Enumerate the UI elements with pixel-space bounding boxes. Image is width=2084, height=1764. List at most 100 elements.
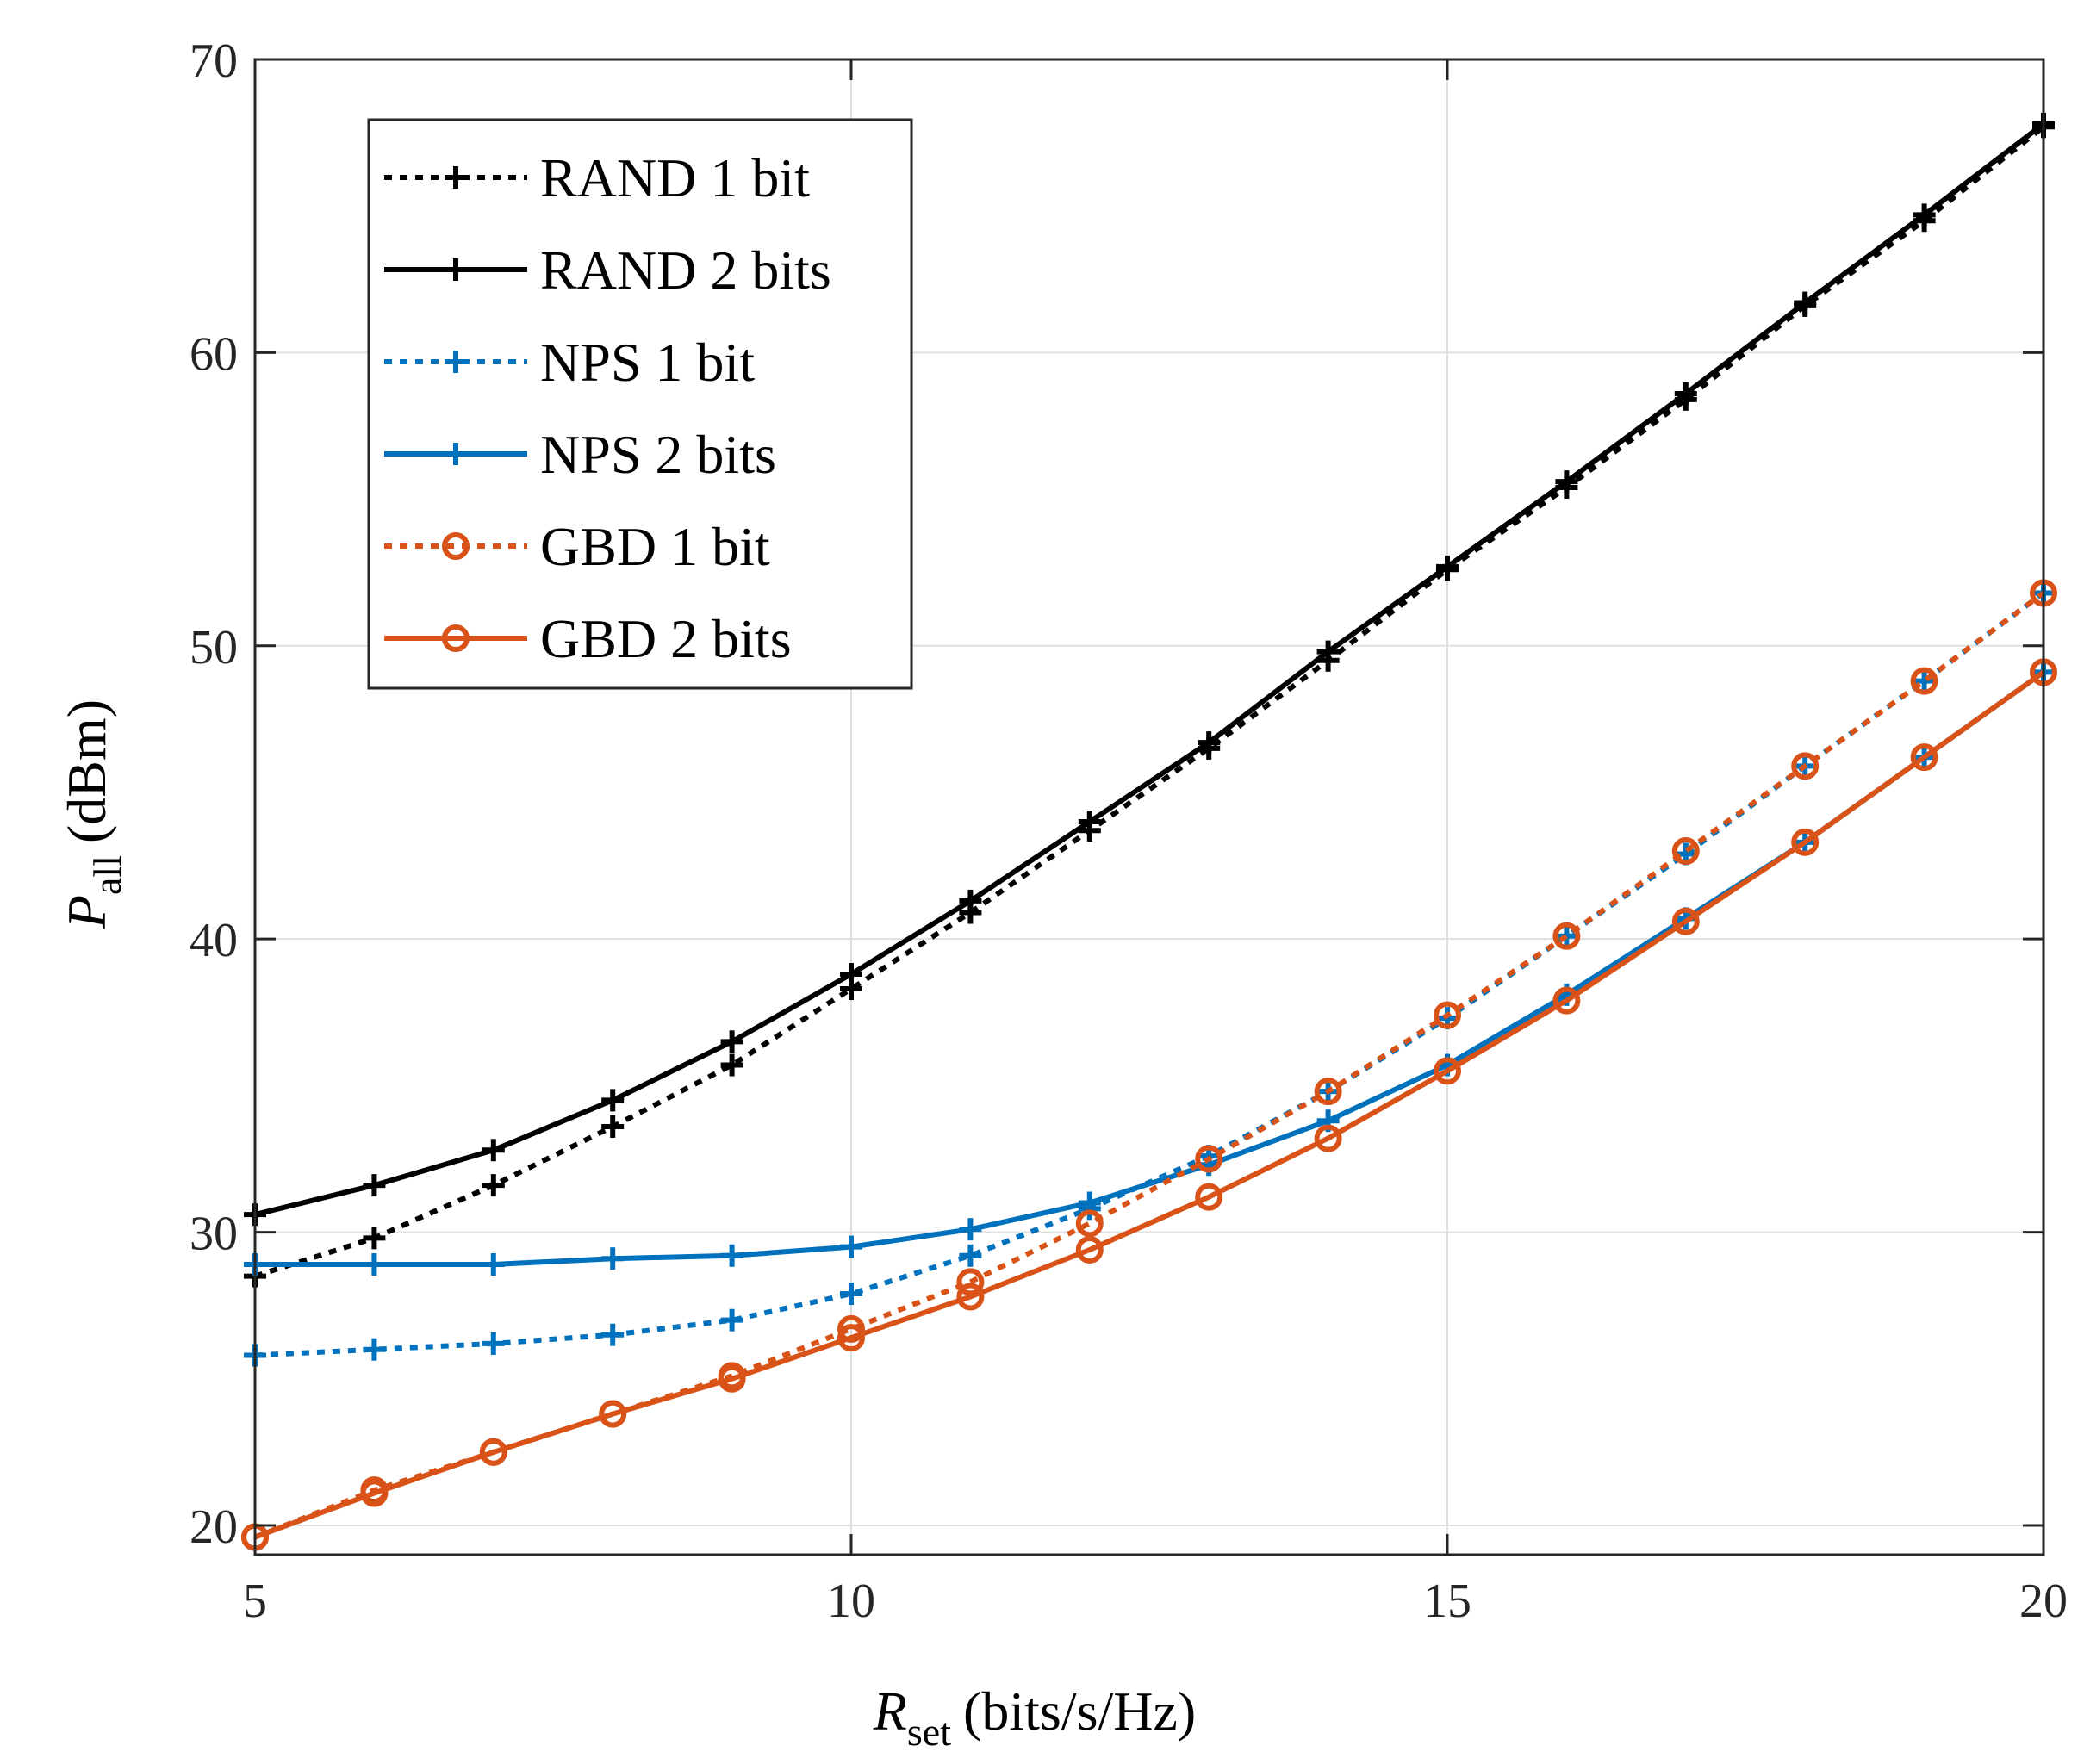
legend-item-3: NPS 1 bit — [384, 332, 755, 393]
y-tick-label: 40 — [190, 914, 238, 967]
legend-label: GBD 2 bits — [540, 608, 792, 669]
series-4 — [244, 661, 2055, 1276]
series-2-point — [363, 1174, 386, 1197]
y-tick-label: 60 — [190, 327, 238, 381]
series-5-point — [1671, 837, 1700, 866]
series-6-point — [599, 1400, 627, 1428]
y-axis-label-unit: (dBm) — [56, 699, 117, 843]
series-6-point — [837, 1324, 865, 1352]
series-5-point — [1552, 922, 1581, 950]
series-2-point — [1794, 291, 1817, 314]
series-1-point — [720, 1053, 743, 1077]
series-5-point — [956, 1268, 985, 1296]
series-3 — [244, 581, 2055, 1367]
series-6-point — [1434, 1057, 1461, 1085]
series-4-point — [601, 1247, 625, 1270]
series-6-point — [479, 1438, 507, 1466]
legend-swatch-marker — [445, 443, 467, 465]
legend-label: RAND 2 bits — [540, 239, 831, 301]
legend-swatch-marker — [442, 532, 470, 560]
legend-label: RAND 1 bit — [540, 147, 810, 208]
y-axis-label-main: P — [56, 895, 117, 929]
series-2-line — [254, 121, 2045, 1218]
y-tick-label: 30 — [190, 1208, 238, 1261]
series-2-point — [1198, 731, 1221, 755]
y-axis-label: Pall (dBm) — [56, 699, 129, 929]
legend-swatch-marker — [445, 258, 467, 281]
legend-label: NPS 1 bit — [540, 332, 755, 393]
series-2 — [244, 112, 2055, 1227]
y-tick-label: 50 — [190, 621, 238, 674]
series-3-point — [601, 1323, 625, 1346]
legend-item-5: GBD 1 bit — [384, 516, 770, 577]
series-6-point — [1075, 1235, 1104, 1264]
series-5-line — [253, 591, 2045, 1540]
series-1-point — [363, 1227, 386, 1250]
series-6-point — [1195, 1183, 1223, 1211]
series-4-point — [482, 1253, 505, 1276]
series-2-point — [601, 1089, 625, 1112]
series-5-point — [1195, 1145, 1223, 1173]
series-6 — [241, 658, 2057, 1551]
legend-swatch-marker — [442, 624, 470, 652]
series-6-point — [1910, 743, 1938, 772]
legend-swatch-marker — [445, 166, 467, 189]
legend-swatch-marker — [445, 351, 467, 373]
series-2-point — [1555, 470, 1578, 494]
plot-frame — [253, 58, 2045, 1556]
legend-label: NPS 2 bits — [540, 424, 776, 485]
y-tick-label: 70 — [190, 34, 238, 88]
series-6-point — [1791, 828, 1820, 856]
series-6-point — [1314, 1124, 1342, 1152]
series-2-point — [1436, 555, 1459, 578]
series-3-point — [720, 1308, 743, 1332]
series-2-point — [1316, 640, 1340, 663]
series-4-point — [959, 1218, 982, 1241]
series-1-point — [601, 1115, 625, 1139]
x-axis-label-main: R — [873, 1680, 907, 1742]
series-2-point — [482, 1139, 505, 1162]
legend-item-2: RAND 2 bits — [384, 239, 831, 301]
series-5-point — [1075, 1209, 1104, 1238]
series-3-point — [363, 1338, 386, 1361]
legend-item-1: RAND 1 bit — [384, 147, 810, 208]
legend: RAND 1 bit RAND 2 bits NPS 1 bit NPS 2 bits… — [367, 118, 913, 690]
series-6-point — [1671, 907, 1700, 935]
legend-item-6: GBD 2 bits — [384, 608, 792, 669]
y-axis-label-sub: all — [85, 855, 129, 895]
series-3-point — [959, 1244, 982, 1267]
series-5-point — [1314, 1078, 1342, 1106]
series-3-point — [1913, 669, 1936, 693]
x-axis-label-sub: set — [907, 1710, 951, 1754]
y-tick-label: 20 — [190, 1500, 238, 1554]
series-1-point — [482, 1174, 505, 1197]
series-2-point — [959, 889, 982, 912]
legend-label: GBD 1 bit — [540, 516, 770, 577]
x-tick-label: 10 — [827, 1575, 875, 1628]
series-6-point — [956, 1283, 985, 1311]
series-4-point — [720, 1244, 743, 1267]
series-4-point — [363, 1253, 386, 1276]
series-3-point — [840, 1283, 862, 1306]
series-6-point — [360, 1479, 389, 1507]
series-2-point — [720, 1030, 743, 1053]
tick-labels: 5 10 15 20 20 30 40 50 60 70 — [190, 34, 2068, 1628]
series-2-point — [1913, 203, 1936, 227]
series-6-point — [1552, 986, 1581, 1015]
series-6-point — [718, 1364, 746, 1393]
series-5 — [241, 579, 2057, 1551]
series-5-point — [1791, 752, 1820, 780]
series-5-point — [1910, 667, 1938, 695]
legend-box — [367, 118, 913, 690]
legend-item-4: NPS 2 bits — [384, 424, 776, 485]
series-2-point — [1674, 382, 1697, 406]
series-4-line — [255, 669, 2045, 1267]
series-layer — [241, 112, 2057, 1551]
series-6-line — [253, 669, 2045, 1540]
x-tick-label: 15 — [1423, 1575, 1471, 1628]
x-axis-label: Rset (bits/s/Hz) — [873, 1680, 1196, 1754]
ticks — [253, 58, 2045, 1555]
series-4-point — [840, 1235, 862, 1258]
series-5-point — [1434, 1001, 1461, 1029]
